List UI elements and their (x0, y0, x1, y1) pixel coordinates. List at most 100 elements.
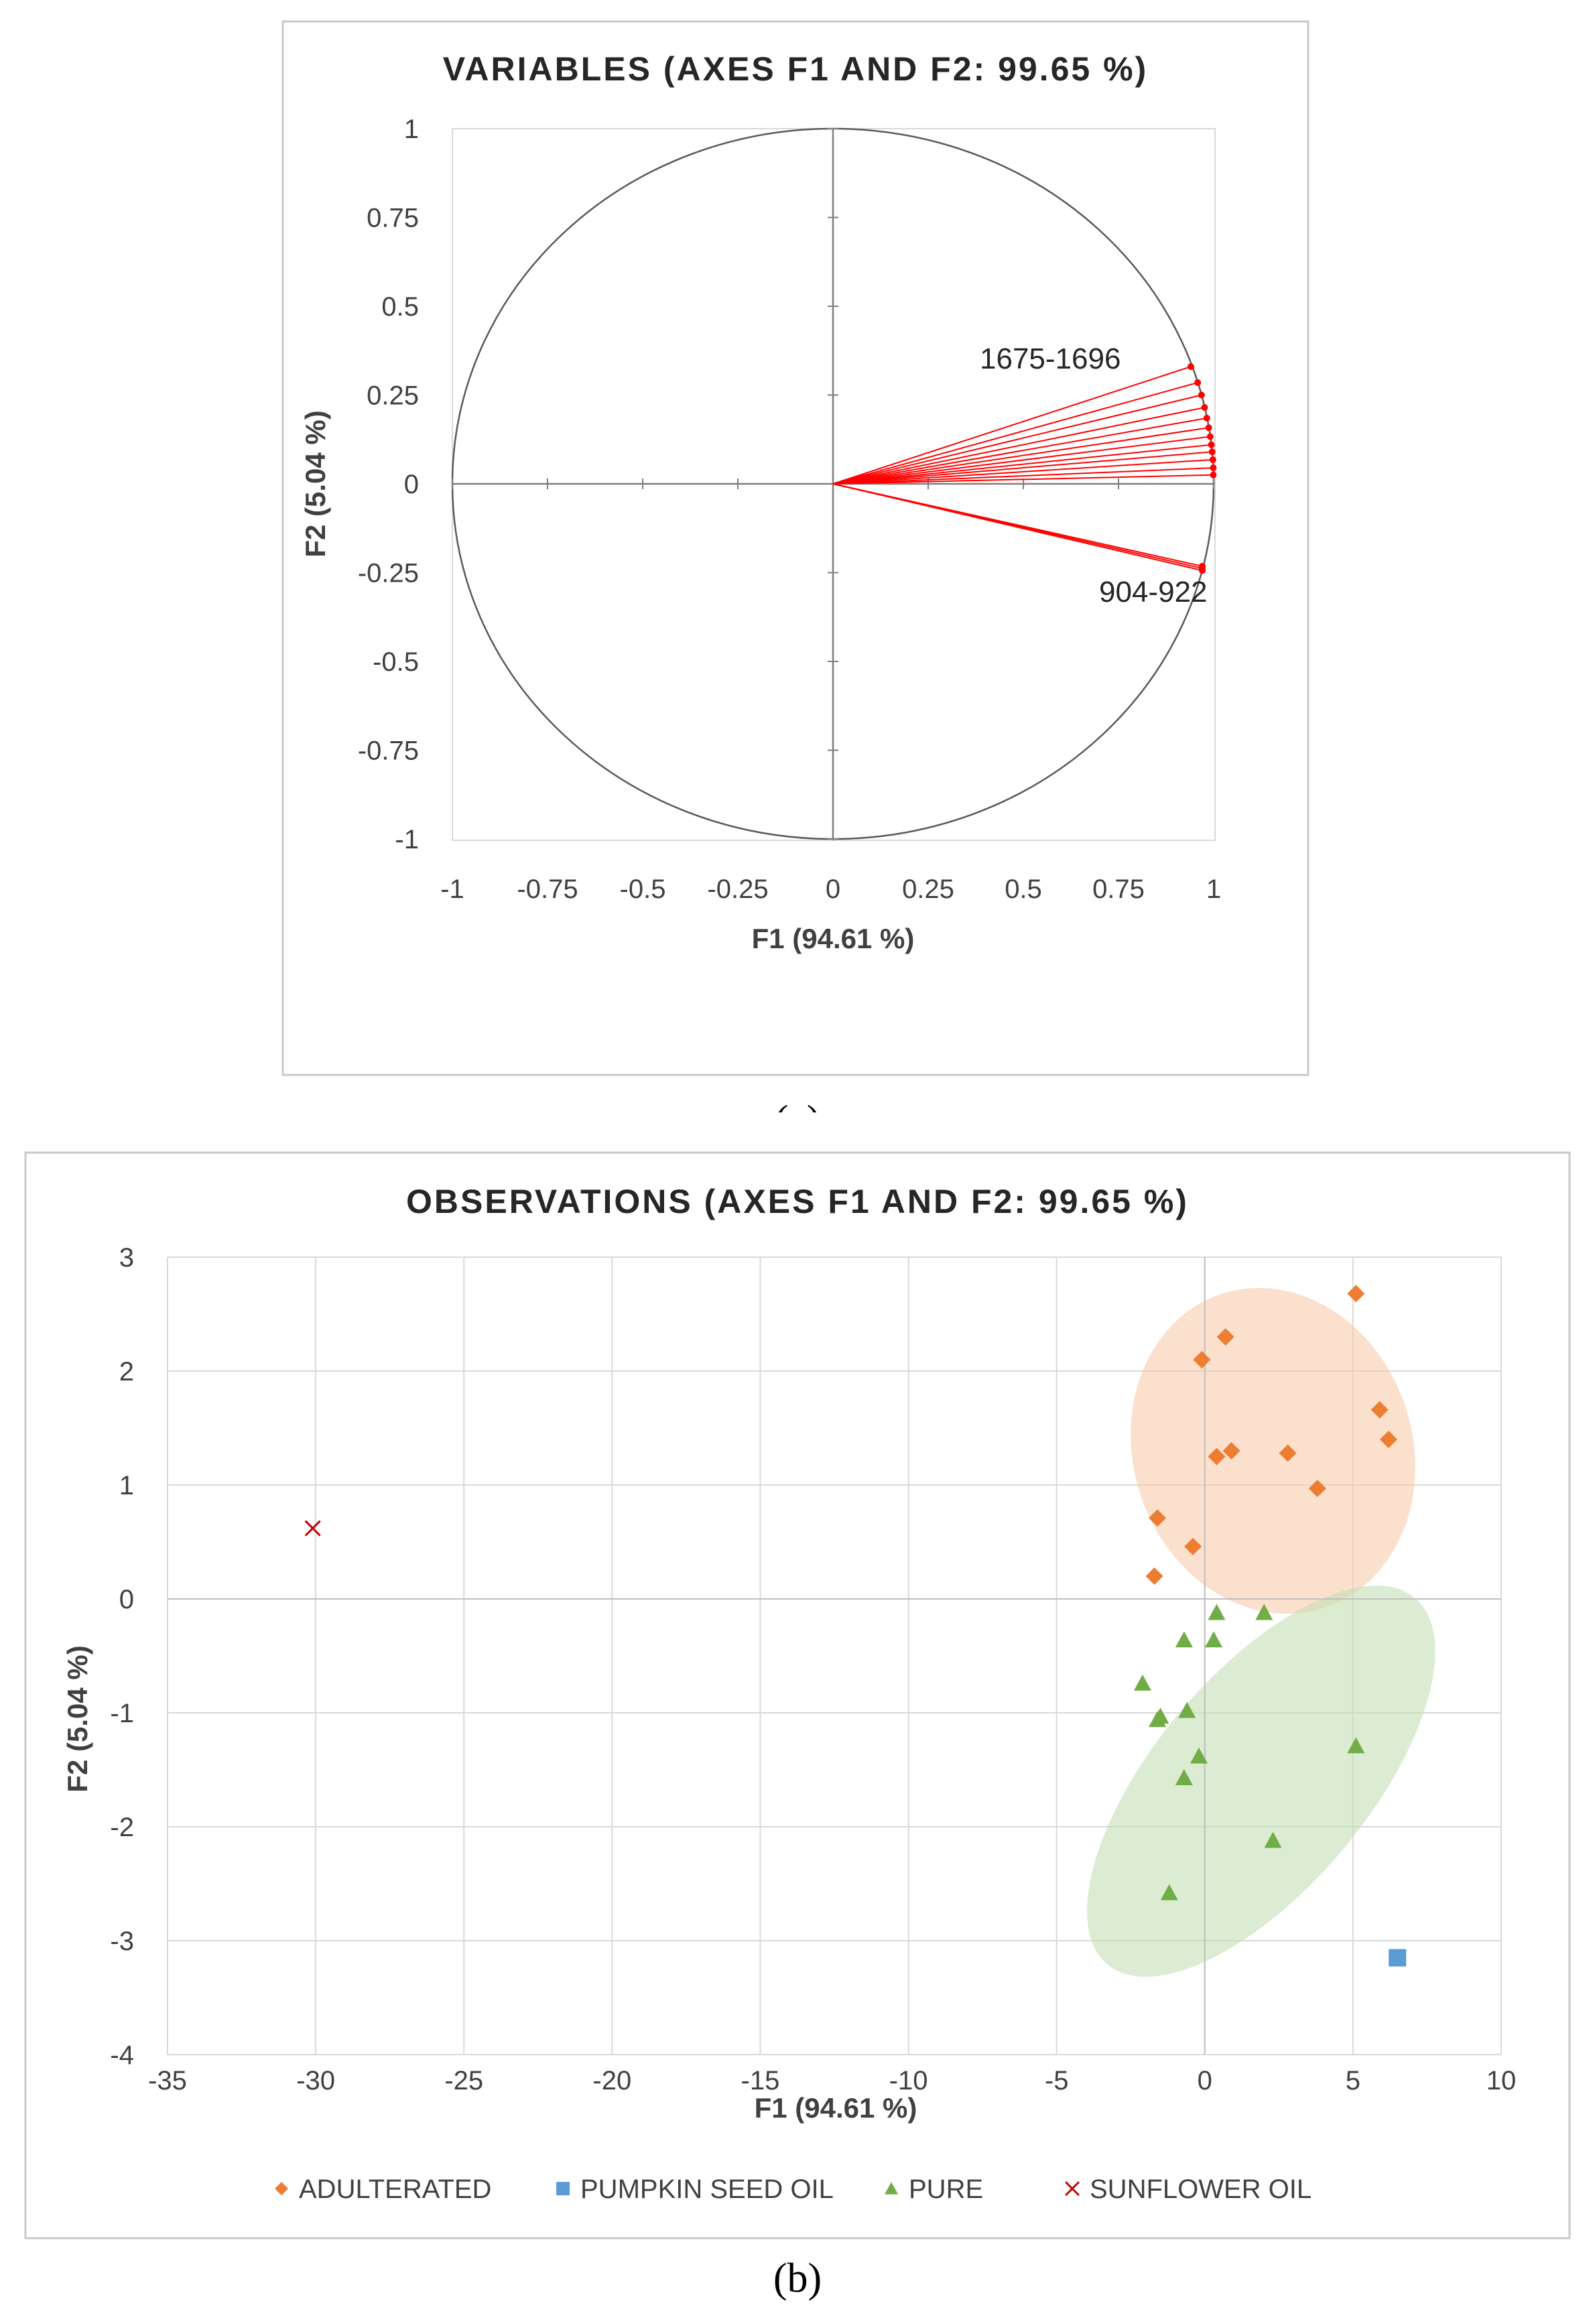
chart-a-y-tick-label: -0.5 (373, 647, 419, 677)
legend-label-adulterated: ADULTERATED (299, 2175, 491, 2204)
loading-vector (832, 483, 1203, 572)
legend-label-pure: PURE (909, 2175, 983, 2204)
chart-a-x-tick-label: 0.25 (902, 875, 954, 904)
point-adulterated (1222, 1442, 1240, 1460)
chart-a-vectors (832, 363, 1217, 574)
chart-b-x-tick-label: -20 (592, 2066, 631, 2095)
chart-b-x-tick-label: -10 (889, 2066, 928, 2095)
legend-marker-pumpkin-seed-oil (556, 2182, 570, 2195)
point-pure (1255, 1604, 1273, 1620)
chart-b-legend: ADULTERATED PUMPKIN SEED OIL PURE SUNFLOWER… (275, 2175, 1312, 2204)
chart-a-title: VARIABLES (AXES F1 AND F2: 99.65 %) (443, 50, 1148, 88)
chart-b-y-axis-label: F2 (5.04 %) (62, 1645, 93, 1792)
chart-a-caption: (a) (775, 1098, 821, 1112)
point-pure (1347, 1737, 1365, 1754)
loading-vector (832, 451, 1212, 485)
loading-vector (832, 417, 1207, 485)
chart-a-y-axis-label: F2 (5.04 %) (300, 410, 331, 557)
chart-a-x-tick-label: 0.75 (1092, 875, 1145, 904)
chart-b-y-tick-label: -4 (110, 2041, 134, 2070)
chart-b-x-tick-label: -25 (444, 2066, 483, 2095)
chart-b-x-tick-label: 5 (1346, 2066, 1360, 2095)
point-pure (1175, 1768, 1193, 1785)
legend-marker-pure (885, 2182, 898, 2195)
chart-a-y-tick-label: 0.75 (367, 204, 419, 233)
chart-a-y-tick-label: -1 (395, 825, 419, 854)
legend-label-sunflower-oil: SUNFLOWER OIL (1090, 2175, 1312, 2204)
loading-vector (832, 444, 1212, 485)
point-adulterated (1216, 1328, 1234, 1346)
loading-point (1194, 379, 1202, 386)
point-adulterated (1379, 1431, 1397, 1448)
chart-b-points (304, 1285, 1407, 1967)
loading-vector (832, 427, 1209, 485)
chart-a-x-tick-label: -0.75 (517, 875, 578, 904)
loading-vector (832, 474, 1214, 485)
chart-b-y-tick-label: 3 (119, 1243, 134, 1273)
variables-chart: VARIABLES (AXES F1 AND F2: 99.65 %) -1 -0… (281, 20, 1310, 1112)
chart-a-frame (281, 20, 1310, 1076)
point-adulterated (1208, 1447, 1226, 1466)
chart-a-y-tick-label: 0 (404, 470, 419, 499)
chart-b-y-tick-label: -3 (110, 1927, 134, 1956)
chart-b-ellipses (1086, 1287, 1436, 1977)
chart-a-y-tick-label: -0.75 (358, 736, 419, 766)
chart-a-x-tick-label: 0.5 (1005, 875, 1042, 904)
point-sunflower-oil (304, 1520, 321, 1537)
point-pure (1178, 1701, 1196, 1718)
loading-point (1210, 464, 1217, 472)
chart-a-y-tick-label: -0.25 (358, 559, 419, 588)
chart-b-y-tick-label: 2 (119, 1357, 134, 1386)
chart-a-x-tick-label: -1 (440, 875, 464, 904)
point-pure (1205, 1631, 1223, 1648)
loading-vector (832, 381, 1198, 485)
loading-point (1208, 441, 1215, 448)
point-pure (1133, 1674, 1151, 1691)
loading-vector (832, 407, 1205, 485)
loading-vector (832, 458, 1213, 485)
chart-a-y-tick-label: 0.25 (367, 381, 419, 411)
group-ellipse-pure (1086, 1586, 1436, 1977)
legend-label-pumpkin-seed-oil: PUMPKIN SEED OIL (580, 2175, 834, 2204)
chart-b-title: OBSERVATIONS (AXES F1 AND F2: 99.65 %) (406, 1183, 1189, 1220)
point-pure (1208, 1604, 1226, 1620)
chart-a-x-tick-label: -0.5 (620, 875, 666, 904)
chart-b-x-tick-label: -35 (148, 2066, 187, 2095)
point-adulterated (1193, 1351, 1211, 1368)
chart-a-x-axis-label: F1 (94.61 %) (752, 923, 915, 954)
chart-a-ticks: -1 -0.75 -0.5 -0.25 0 0.25 0.5 0.75 1 1 0.75 0.5 0.2… (358, 115, 1221, 904)
chart-a-y-tick-label: 0.5 (381, 292, 419, 322)
point-pure (1149, 1711, 1167, 1728)
loading-point (1198, 567, 1206, 574)
point-adulterated (1370, 1401, 1389, 1419)
chart-b-x-tick-label: -15 (741, 2066, 780, 2095)
point-pure (1190, 1747, 1208, 1764)
chart-b-y-tick-label: -1 (110, 1699, 134, 1728)
legend-marker-sunflower-oil (1064, 2181, 1080, 2197)
loading-vector (832, 436, 1211, 485)
chart-a-x-tick-label: 1 (1206, 875, 1221, 904)
loading-point (1206, 433, 1214, 440)
point-adulterated (1308, 1480, 1326, 1498)
point-pumpkin-seed-oil (1389, 1949, 1407, 1967)
loading-point (1209, 456, 1216, 463)
annotation-1675-1696: 1675-1696 (980, 342, 1121, 375)
loading-vector (832, 366, 1192, 485)
chart-a-x-tick-label: -0.25 (707, 875, 768, 904)
point-adulterated (1145, 1567, 1163, 1585)
point-adulterated (1347, 1285, 1365, 1303)
chart-a-y-tick-label: 1 (404, 115, 419, 144)
chart-b-x-tick-label: 10 (1486, 2066, 1517, 2095)
loading-point (1201, 404, 1208, 411)
loading-point (1198, 391, 1205, 399)
chart-b-y-tick-label: 0 (119, 1585, 134, 1614)
loading-point (1210, 471, 1217, 478)
chart-b-x-tick-label: -5 (1045, 2066, 1069, 2095)
point-pure (1160, 1884, 1178, 1900)
group-ellipse-adulterated (1131, 1287, 1415, 1614)
loading-vector (832, 394, 1202, 485)
point-adulterated (1279, 1444, 1297, 1462)
loading-point (1187, 363, 1194, 371)
point-adulterated (1184, 1537, 1202, 1555)
